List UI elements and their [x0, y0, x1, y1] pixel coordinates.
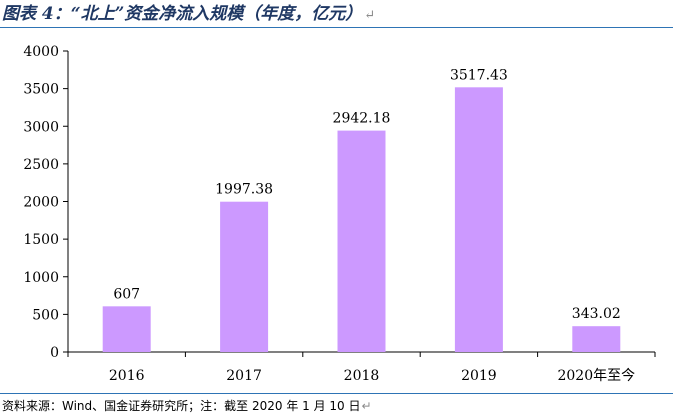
data-label: 1997.38	[215, 182, 273, 198]
x-tick-label: 2016	[109, 368, 145, 384]
x-tick-label: 2020年至今	[557, 368, 635, 384]
bar	[572, 326, 621, 352]
bar	[220, 201, 269, 352]
y-tick-label: 2500	[23, 157, 59, 173]
data-label: 3517.43	[450, 67, 508, 83]
source-note: 资料来源：Wind、国金证券研究所；注：截至 2020 年 1 月 10 日↵	[2, 397, 372, 415]
data-label: 2942.18	[333, 111, 391, 127]
source-text: 资料来源：Wind、国金证券研究所；注：截至 2020 年 1 月 10 日	[2, 399, 361, 413]
y-tick-label: 1000	[23, 270, 59, 286]
x-tick-label: 2019	[461, 368, 497, 384]
return-mark-icon: ↵	[361, 399, 372, 413]
bar	[337, 130, 386, 352]
bottom-rule	[0, 393, 673, 394]
x-tick-label: 2017	[226, 368, 262, 384]
top-rule	[0, 27, 673, 28]
y-tick-label: 3500	[23, 82, 59, 98]
figure-title: 图表 4：“北上”资金净流入规模（年度，亿元） ↵	[2, 3, 375, 25]
bar	[454, 87, 503, 353]
return-mark-icon: ↵	[364, 8, 376, 23]
data-label: 607	[113, 286, 140, 302]
bar	[102, 306, 151, 352]
y-tick-label: 3000	[23, 119, 59, 135]
y-tick-label: 4000	[23, 44, 59, 60]
y-tick-label: 0	[50, 345, 59, 361]
x-tick-label: 2018	[344, 368, 380, 384]
figure-title-text: 图表 4：“北上”资金净流入规模（年度，亿元）	[2, 4, 363, 24]
y-tick-label: 1500	[23, 232, 59, 248]
bar-chart: 0 500 1000 1500 2000 2500 3000 3500 4000 607 2016 1…	[23, 44, 656, 384]
data-label: 343.02	[572, 306, 621, 322]
y-tick-label: 500	[32, 307, 59, 323]
y-tick-label: 2000	[23, 195, 59, 211]
